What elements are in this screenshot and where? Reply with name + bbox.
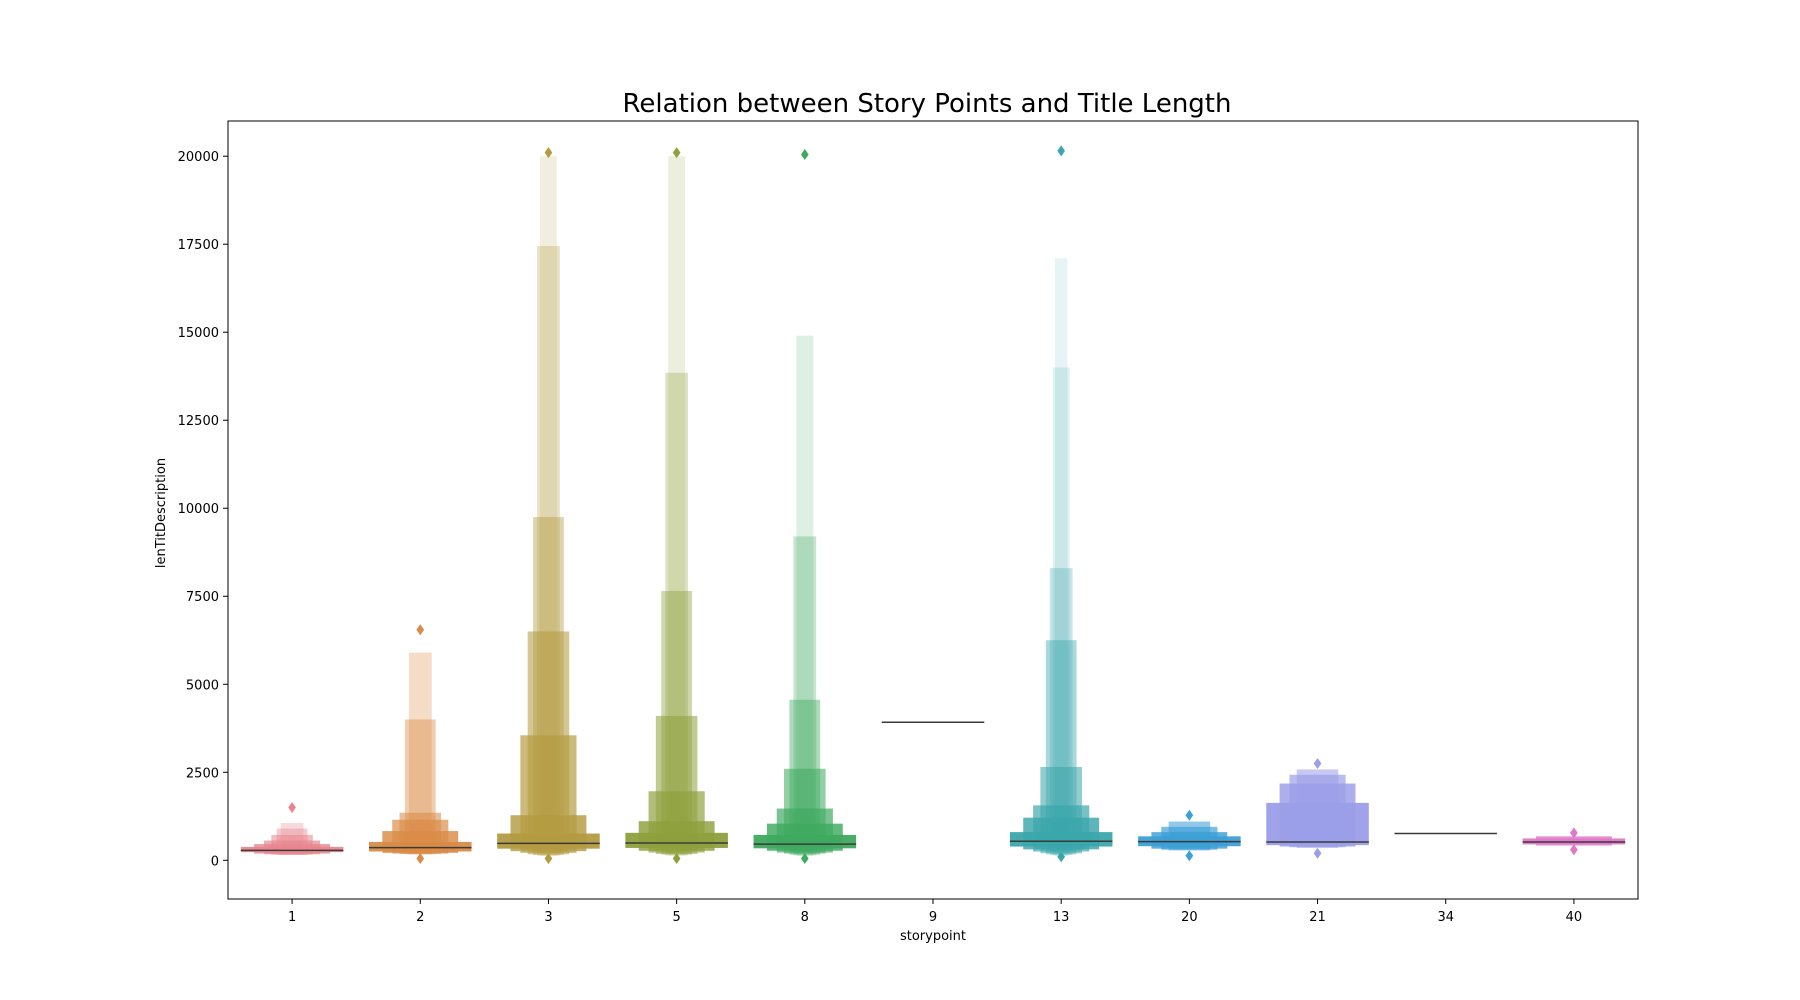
boxen-group-13 [1009, 145, 1113, 863]
x-tick-label: 5 [672, 910, 680, 925]
x-axis-label: storypoint [900, 929, 966, 944]
outlier-point [1313, 847, 1322, 859]
y-tick-label: 20000 [178, 150, 219, 165]
boxen-level [796, 335, 814, 857]
boxen-group-2 [369, 624, 472, 865]
x-tick-label: 40 [1566, 910, 1583, 925]
x-tick-label: 2 [416, 910, 424, 925]
x-tick-label: 1 [288, 910, 296, 925]
x-tick-label: 8 [801, 910, 809, 925]
plot-area [240, 145, 1626, 865]
boxen-group-3 [497, 147, 600, 865]
y-axis: 0 2500 5000 7500 10000 12500 15000 17500 20000 [178, 150, 228, 869]
outlier-point [1313, 757, 1322, 769]
outlier-point [1057, 851, 1066, 863]
outlier-point [672, 853, 681, 865]
boxen-level [408, 652, 432, 855]
outlier-point [1570, 827, 1578, 839]
outlier-point [1057, 145, 1066, 157]
y-tick-label: 0 [211, 854, 219, 869]
x-axis: 1 2 3 5 8 9 13 20 21 34 40 [288, 899, 1582, 925]
outlier-point [672, 147, 681, 159]
y-tick-label: 15000 [178, 326, 219, 341]
x-tick-label: 3 [544, 910, 552, 925]
x-tick-label: 21 [1309, 910, 1326, 925]
y-axis-label: lenTitDescription [154, 458, 169, 568]
x-tick-label: 20 [1181, 910, 1198, 925]
boxen-level [497, 833, 600, 849]
outlier-point [800, 148, 809, 160]
boxen-level [1009, 832, 1113, 847]
outlier-point [1570, 844, 1578, 856]
y-tick-label: 5000 [186, 678, 219, 693]
boxen-level [369, 841, 472, 852]
boxen-level [753, 834, 857, 849]
outlier-point [1185, 809, 1194, 821]
y-tick-label: 12500 [178, 414, 219, 429]
outlier-point [800, 853, 809, 865]
boxen-group-5 [625, 147, 728, 865]
boxen-group-20 [1138, 809, 1241, 862]
x-tick-label: 9 [929, 910, 937, 925]
boxen-level [1266, 802, 1369, 846]
outlier-point [544, 853, 553, 865]
boxen-group-21 [1266, 757, 1369, 859]
boxen-group-1 [240, 801, 344, 855]
boxen-level [1052, 367, 1070, 856]
outlier-point [416, 853, 425, 865]
chart-title: Relation between Story Points and Title … [623, 89, 1232, 119]
boxen-level [668, 156, 686, 856]
outlier-point [416, 624, 425, 636]
y-tick-label: 7500 [186, 590, 219, 605]
boxen-level [625, 832, 728, 848]
y-tick-label: 17500 [178, 238, 219, 253]
outlier-point [544, 147, 553, 159]
x-tick-label: 34 [1437, 910, 1454, 925]
plot-frame [227, 120, 1639, 900]
outlier-point [1185, 850, 1194, 862]
boxen-level [1054, 258, 1068, 857]
y-tick-label: 10000 [178, 502, 219, 517]
x-tick-label: 13 [1053, 910, 1070, 925]
boxen-group-8 [753, 148, 857, 865]
outlier-point [288, 801, 296, 813]
y-tick-label: 2500 [186, 766, 219, 781]
boxen-level [240, 846, 344, 853]
boxen-group-40 [1522, 827, 1626, 856]
